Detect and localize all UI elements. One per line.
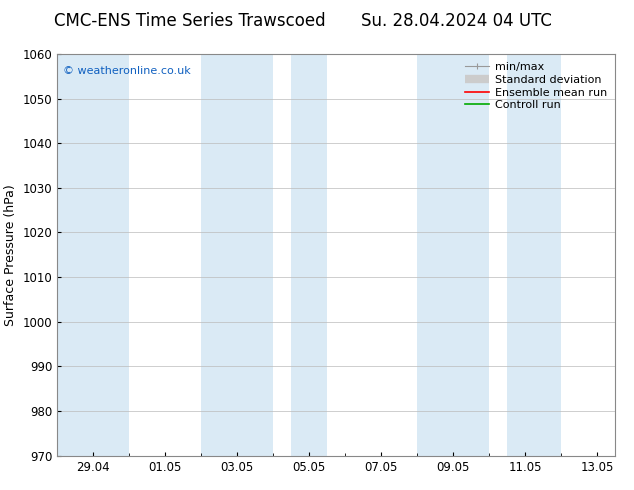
Bar <box>417 54 489 456</box>
Bar <box>57 54 129 456</box>
Text: Su. 28.04.2024 04 UTC: Su. 28.04.2024 04 UTC <box>361 12 552 30</box>
Text: CMC-ENS Time Series Trawscoed: CMC-ENS Time Series Trawscoed <box>55 12 326 30</box>
Bar <box>507 54 561 456</box>
Bar <box>201 54 273 456</box>
Text: © weatheronline.co.uk: © weatheronline.co.uk <box>63 66 190 76</box>
Bar <box>291 54 327 456</box>
Legend: min/max, Standard deviation, Ensemble mean run, Controll run: min/max, Standard deviation, Ensemble me… <box>463 59 609 113</box>
Y-axis label: Surface Pressure (hPa): Surface Pressure (hPa) <box>4 184 17 326</box>
